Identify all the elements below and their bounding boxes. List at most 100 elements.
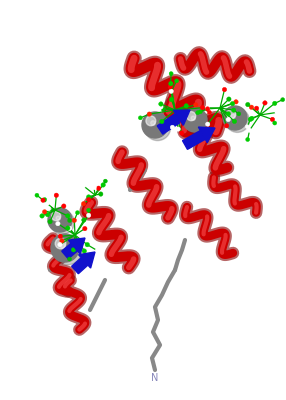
Circle shape	[45, 212, 50, 217]
Circle shape	[249, 105, 254, 110]
Circle shape	[205, 107, 210, 111]
Circle shape	[45, 202, 49, 206]
Circle shape	[92, 186, 96, 190]
Circle shape	[82, 218, 86, 222]
Circle shape	[273, 121, 277, 125]
Circle shape	[65, 214, 70, 218]
Circle shape	[71, 248, 76, 252]
Circle shape	[54, 193, 59, 198]
Circle shape	[67, 218, 72, 222]
Circle shape	[101, 183, 105, 187]
Circle shape	[232, 119, 237, 124]
Circle shape	[226, 117, 231, 122]
Circle shape	[159, 105, 163, 109]
Circle shape	[48, 208, 72, 232]
Circle shape	[168, 85, 172, 89]
Circle shape	[180, 119, 184, 124]
Circle shape	[227, 97, 231, 101]
Circle shape	[169, 81, 173, 86]
Circle shape	[87, 208, 91, 212]
Circle shape	[245, 125, 249, 129]
Circle shape	[67, 257, 72, 261]
Circle shape	[58, 242, 62, 247]
Circle shape	[67, 226, 72, 230]
Circle shape	[103, 179, 107, 183]
Circle shape	[169, 97, 174, 102]
Circle shape	[76, 211, 80, 215]
Circle shape	[222, 87, 227, 92]
Circle shape	[275, 110, 279, 114]
Circle shape	[95, 248, 99, 252]
Circle shape	[160, 119, 164, 124]
Circle shape	[198, 110, 202, 114]
Circle shape	[61, 204, 66, 208]
Circle shape	[145, 115, 171, 141]
Circle shape	[208, 110, 211, 114]
Circle shape	[281, 98, 285, 102]
Circle shape	[48, 220, 52, 224]
Circle shape	[82, 249, 86, 253]
Circle shape	[247, 128, 252, 132]
Circle shape	[60, 239, 64, 243]
Circle shape	[35, 193, 39, 197]
Circle shape	[180, 131, 184, 135]
Circle shape	[248, 117, 253, 122]
Polygon shape	[157, 114, 181, 134]
Circle shape	[227, 110, 236, 119]
Circle shape	[40, 214, 44, 218]
Circle shape	[186, 112, 196, 121]
Circle shape	[169, 72, 173, 76]
Circle shape	[65, 226, 70, 230]
Circle shape	[200, 106, 205, 110]
Polygon shape	[69, 238, 85, 254]
Circle shape	[146, 116, 156, 126]
Circle shape	[205, 106, 210, 110]
Circle shape	[99, 192, 103, 196]
Circle shape	[226, 112, 231, 116]
Circle shape	[263, 101, 267, 105]
Circle shape	[223, 106, 247, 130]
Circle shape	[170, 125, 175, 130]
Circle shape	[96, 186, 101, 190]
Circle shape	[246, 138, 250, 142]
Circle shape	[176, 127, 180, 131]
Circle shape	[254, 106, 259, 110]
Circle shape	[58, 234, 63, 238]
Polygon shape	[79, 252, 95, 268]
Circle shape	[230, 102, 235, 106]
Circle shape	[56, 216, 60, 220]
Circle shape	[51, 212, 61, 221]
Circle shape	[231, 108, 236, 112]
Circle shape	[185, 110, 209, 134]
Circle shape	[237, 112, 241, 116]
Circle shape	[41, 198, 45, 202]
Circle shape	[43, 198, 47, 202]
Circle shape	[250, 116, 254, 120]
Circle shape	[225, 124, 229, 128]
Circle shape	[54, 237, 82, 265]
Circle shape	[42, 210, 47, 214]
Polygon shape	[182, 130, 205, 149]
Circle shape	[273, 101, 277, 106]
Circle shape	[75, 241, 80, 246]
Circle shape	[138, 116, 142, 120]
Circle shape	[147, 112, 152, 116]
Polygon shape	[173, 110, 190, 125]
Circle shape	[60, 243, 65, 248]
Circle shape	[205, 122, 210, 126]
Circle shape	[184, 104, 188, 108]
Circle shape	[50, 210, 74, 234]
Circle shape	[86, 195, 91, 199]
Circle shape	[82, 202, 86, 206]
Circle shape	[246, 102, 250, 107]
Circle shape	[270, 117, 275, 122]
Circle shape	[183, 108, 207, 132]
Circle shape	[234, 100, 238, 104]
Circle shape	[81, 184, 86, 188]
Circle shape	[55, 238, 66, 249]
Circle shape	[51, 234, 79, 262]
Circle shape	[151, 121, 155, 125]
Polygon shape	[198, 127, 215, 143]
Circle shape	[142, 112, 168, 138]
Circle shape	[169, 89, 173, 94]
